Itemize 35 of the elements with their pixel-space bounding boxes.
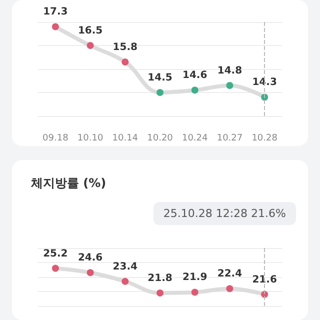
data-label: 21.8	[148, 272, 172, 284]
x-tick-label: 10.10	[77, 134, 104, 144]
data-label: 14.8	[217, 65, 242, 76]
data-label: 17.3	[43, 6, 68, 18]
x-tick-label: 10.20	[147, 134, 174, 144]
x-tick-label: 10.24	[182, 134, 208, 144]
point	[191, 86, 198, 94]
x-tick-label: 09.18	[42, 134, 69, 144]
data-label: 16.5	[78, 26, 103, 36]
data-label: 14.3	[252, 77, 277, 88]
point	[226, 285, 234, 292]
data-label: 14.6	[182, 70, 208, 82]
point	[52, 264, 59, 272]
point	[156, 89, 164, 96]
chart-title: 체지방률 (%)	[30, 176, 106, 190]
x-tick-label: 10.27	[216, 134, 243, 144]
point	[226, 82, 234, 89]
data-label: 15.8	[112, 42, 138, 53]
data-label: 14.5	[148, 72, 172, 84]
point	[122, 58, 129, 66]
data-label: 25.2	[43, 248, 68, 260]
point	[156, 289, 164, 296]
data-label: 21.9	[182, 272, 208, 284]
x-tick-label: 10.28	[252, 134, 278, 144]
point	[191, 288, 198, 296]
x-tick-label: 10.14	[112, 134, 138, 144]
data-label: 22.4	[217, 268, 242, 280]
text: 25.10.28 12:28 21.6%	[163, 207, 286, 220]
data-label: 21.6	[252, 274, 277, 286]
point	[86, 269, 94, 276]
data-label: 24.6	[78, 252, 103, 264]
point	[86, 42, 94, 49]
point	[52, 23, 59, 30]
point	[122, 278, 129, 285]
data-label: 23.4	[112, 261, 138, 272]
